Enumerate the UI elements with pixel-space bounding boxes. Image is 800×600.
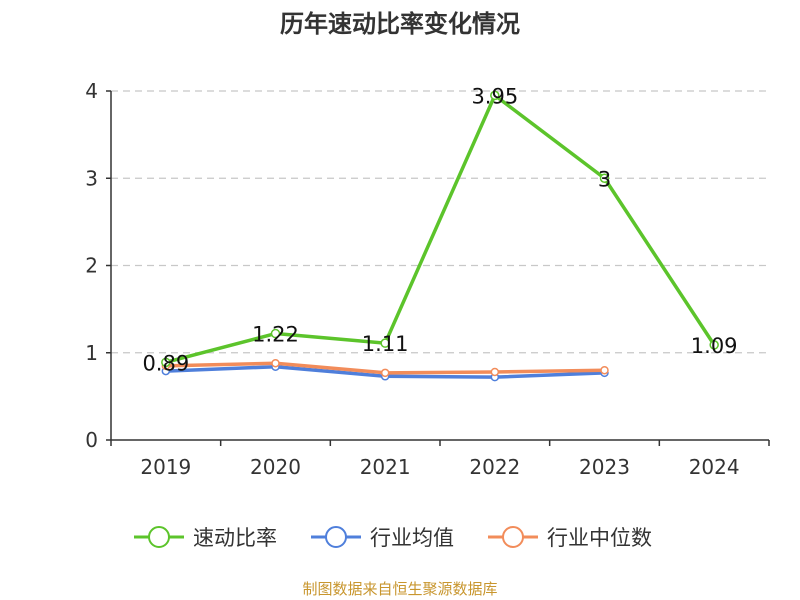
legend-item-行业均值[interactable]: 行业均值 [311, 526, 454, 550]
data-point[interactable] [380, 338, 390, 348]
source-note: 制图数据来自恒生聚源数据库 [302, 580, 497, 598]
legend-label: 行业中位数 [547, 526, 652, 550]
axes: 0 1 2 3 4 2019 2020 2021 2022 2023 2024 [85, 79, 770, 479]
data-point[interactable] [599, 173, 610, 183]
data-label-2022: 3.95 [471, 84, 518, 108]
data-point[interactable] [490, 367, 500, 377]
x-tick-label-2021: 2021 [360, 455, 411, 479]
data-point[interactable] [161, 357, 171, 368]
x-tick-label-2023: 2023 [579, 455, 630, 479]
data-label-2019: 0.89 [142, 351, 189, 375]
series-速动比率 [161, 90, 719, 368]
legend-marker [502, 526, 524, 548]
y-tick-label: 0 [85, 428, 98, 452]
x-tick-label-2020: 2020 [250, 455, 301, 479]
x-tick-label-2022: 2022 [469, 455, 520, 479]
legend-marker [325, 526, 347, 548]
data-point[interactable] [270, 328, 281, 339]
legend-label: 行业均值 [370, 526, 454, 550]
data-label-2023: 3 [598, 167, 611, 191]
series-layer [161, 90, 719, 382]
x-tick-label-2019: 2019 [140, 455, 191, 479]
data-label-2024: 1.09 [691, 334, 738, 358]
legend-item-速动比率[interactable]: 速动比率 [134, 526, 277, 550]
data-label-2021: 1.11 [362, 332, 409, 356]
data-point[interactable] [600, 365, 609, 375]
grid-lines [111, 90, 769, 354]
data-point[interactable] [490, 90, 500, 101]
x-tick-label-2024: 2024 [689, 455, 740, 479]
data-point[interactable] [380, 368, 390, 378]
data-label-2020: 1.22 [252, 323, 299, 347]
y-tick-label: 2 [85, 254, 98, 278]
series-行业中位数 [161, 358, 609, 378]
y-tick-label: 4 [85, 79, 98, 103]
legend-label: 速动比率 [193, 526, 277, 550]
data-point[interactable] [709, 340, 719, 350]
chart-title: 历年速动比率变化情况 [280, 10, 520, 38]
legend-marker [148, 526, 170, 548]
legend[interactable]: 速动比率 行业均值 行业中位数 [134, 526, 652, 550]
series-line-速动比率 [164, 93, 716, 365]
y-tick-label: 3 [85, 166, 98, 190]
legend-item-行业中位数[interactable]: 行业中位数 [488, 526, 652, 550]
data-labels: 0.89 1.22 1.11 3.95 3 1.09 [142, 84, 737, 375]
data-point[interactable] [271, 358, 280, 368]
y-tick-label: 1 [85, 341, 98, 365]
